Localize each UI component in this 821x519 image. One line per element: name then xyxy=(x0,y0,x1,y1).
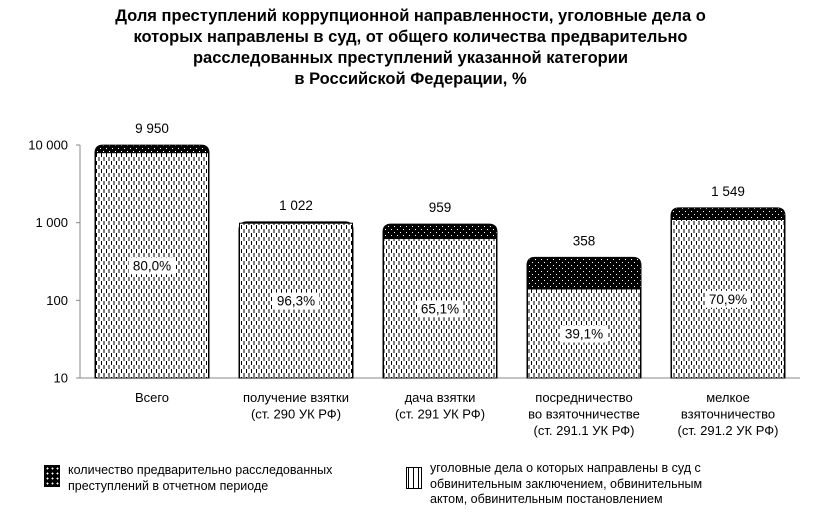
x-category-label: мелкое xyxy=(706,390,750,405)
chart-title-line: Доля преступлений коррупционной направле… xyxy=(115,7,706,25)
x-category-label: (ст. 290 УК РФ) xyxy=(251,407,341,422)
value-label: 1 549 xyxy=(711,184,745,199)
y-tick-label: 1 000 xyxy=(35,215,68,230)
value-label: 358 xyxy=(573,233,596,248)
x-category-label: (ст. 291 УК РФ) xyxy=(395,407,485,422)
share-label: 70,9% xyxy=(709,292,747,307)
x-category-label: дача взятки xyxy=(405,390,476,405)
share-label: 65,1% xyxy=(421,301,459,316)
share-label: 80,0% xyxy=(133,258,171,273)
legend-label-line: обвинительным заключением, обвинительным xyxy=(430,476,703,491)
legend-swatch-total xyxy=(44,465,60,487)
share-label-bg xyxy=(705,290,751,308)
y-tick-label: 10 xyxy=(54,371,68,386)
share-label-bg xyxy=(561,325,607,343)
value-label: 959 xyxy=(429,200,452,215)
x-category-label: (ст. 291.2 УК РФ) xyxy=(678,423,779,438)
share-label-bg xyxy=(417,300,463,318)
share-label-bg xyxy=(273,292,319,310)
chart-title-line: которых направлены в суд, от общего коли… xyxy=(133,28,688,46)
value-label: 9 950 xyxy=(135,121,169,136)
x-category-label: посредничество xyxy=(535,390,632,405)
y-tick-label: 100 xyxy=(46,293,68,308)
share-label: 96,3% xyxy=(277,294,315,309)
x-category-label: взяточничество xyxy=(681,407,775,422)
chart-title: Доля преступлений коррупционной направле… xyxy=(0,6,821,90)
legend-label-line: преступлений в отчетном периоде xyxy=(68,478,269,493)
x-category-label: (ст. 291.1 УК РФ) xyxy=(534,423,635,438)
share-label-bg xyxy=(129,257,175,275)
y-tick-label: 10 000 xyxy=(28,138,68,153)
value-label: 1 022 xyxy=(279,198,313,213)
x-category-label: получение взятки xyxy=(243,390,349,405)
share-label: 39,1% xyxy=(565,326,603,341)
legend-label-line: количество предварительно расследованных xyxy=(68,463,333,477)
legend-label-line: актом, обвинительным постановлением xyxy=(430,492,663,506)
chart-title-line: в Российской Федерации, % xyxy=(294,70,527,88)
x-category-label: Всего xyxy=(135,390,169,405)
legend-label-line: уголовные дела о которых направлены в су… xyxy=(430,461,701,475)
x-category-label: во взяточничестве xyxy=(528,407,640,422)
legend-swatch-court xyxy=(406,467,422,489)
chart-title-line: расследованных преступлений указанной ка… xyxy=(192,49,629,67)
